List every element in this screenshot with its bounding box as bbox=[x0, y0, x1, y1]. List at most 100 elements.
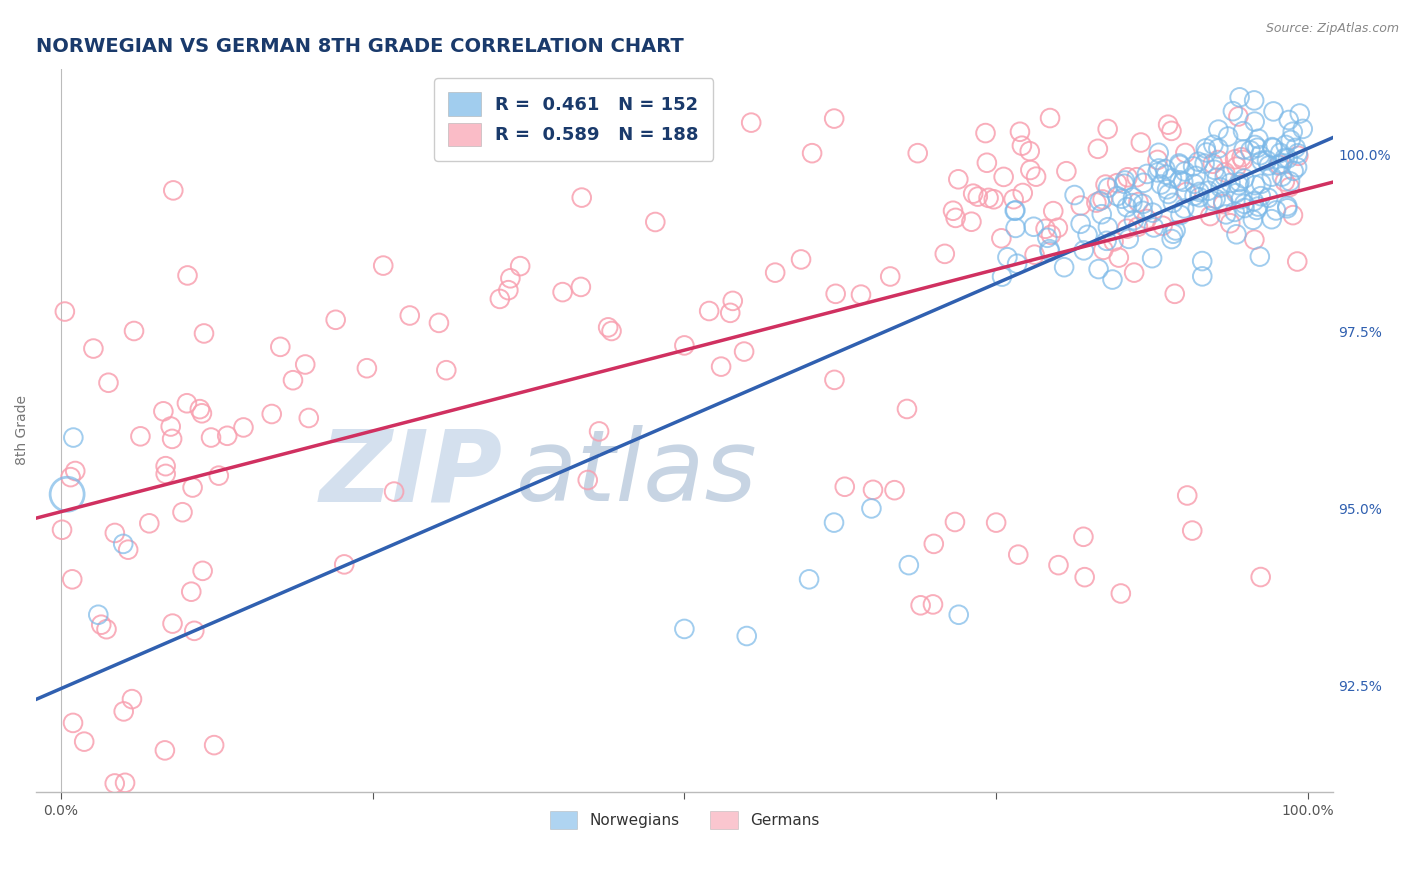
Point bbox=[499, 271, 522, 285]
Point bbox=[1091, 193, 1114, 207]
Point bbox=[1278, 113, 1301, 128]
Point bbox=[1208, 122, 1230, 136]
Point bbox=[1175, 185, 1198, 199]
Point bbox=[1201, 194, 1223, 208]
Point bbox=[155, 459, 177, 474]
Point bbox=[1249, 148, 1271, 162]
Text: atlas: atlas bbox=[516, 425, 758, 523]
Point bbox=[90, 617, 112, 632]
Point bbox=[1191, 254, 1213, 268]
Point bbox=[1230, 192, 1253, 206]
Point bbox=[1077, 227, 1099, 242]
Point bbox=[948, 607, 970, 622]
Point bbox=[1025, 169, 1047, 184]
Point bbox=[1121, 196, 1143, 211]
Point bbox=[1123, 213, 1146, 227]
Point bbox=[155, 467, 177, 481]
Point bbox=[790, 252, 813, 267]
Point bbox=[948, 172, 970, 186]
Point bbox=[51, 523, 73, 537]
Point bbox=[1063, 188, 1085, 202]
Point bbox=[298, 411, 321, 425]
Point bbox=[82, 342, 104, 356]
Point bbox=[966, 189, 988, 203]
Point bbox=[1202, 157, 1225, 171]
Point bbox=[73, 734, 96, 748]
Point bbox=[943, 515, 966, 529]
Point bbox=[269, 340, 291, 354]
Point bbox=[53, 304, 76, 318]
Point bbox=[1160, 232, 1182, 246]
Point bbox=[1146, 165, 1168, 179]
Point bbox=[1047, 558, 1070, 573]
Point bbox=[883, 483, 905, 498]
Point bbox=[509, 259, 531, 273]
Point bbox=[1011, 138, 1033, 153]
Point bbox=[1161, 171, 1184, 186]
Point bbox=[62, 715, 84, 730]
Text: Source: ZipAtlas.com: Source: ZipAtlas.com bbox=[1265, 22, 1399, 36]
Point bbox=[910, 599, 932, 613]
Point bbox=[1277, 202, 1299, 216]
Point bbox=[1102, 235, 1125, 249]
Point bbox=[1184, 189, 1206, 203]
Point bbox=[960, 215, 983, 229]
Point bbox=[1168, 156, 1191, 170]
Point bbox=[600, 324, 623, 338]
Point bbox=[1225, 186, 1247, 201]
Point bbox=[1187, 201, 1209, 215]
Point bbox=[1116, 170, 1139, 185]
Point bbox=[117, 542, 139, 557]
Point bbox=[1286, 160, 1309, 174]
Point bbox=[1152, 219, 1174, 233]
Point bbox=[1247, 132, 1270, 146]
Point bbox=[1118, 232, 1140, 246]
Point bbox=[96, 622, 118, 636]
Point bbox=[1271, 157, 1294, 171]
Point bbox=[1002, 192, 1025, 206]
Point bbox=[1142, 205, 1164, 219]
Point bbox=[193, 326, 215, 341]
Point bbox=[1260, 169, 1282, 184]
Point bbox=[576, 473, 599, 487]
Point bbox=[1161, 195, 1184, 210]
Point bbox=[1122, 190, 1144, 204]
Point bbox=[1191, 269, 1213, 284]
Point bbox=[1233, 201, 1256, 215]
Point bbox=[1199, 209, 1222, 223]
Point bbox=[1007, 548, 1029, 562]
Point bbox=[1073, 570, 1095, 584]
Point bbox=[1054, 164, 1077, 178]
Point bbox=[571, 191, 593, 205]
Point bbox=[1070, 217, 1092, 231]
Point bbox=[200, 431, 222, 445]
Point bbox=[1160, 124, 1182, 138]
Point bbox=[1232, 124, 1254, 138]
Point bbox=[434, 363, 457, 377]
Point bbox=[1168, 158, 1191, 172]
Point bbox=[1233, 143, 1256, 157]
Point bbox=[907, 146, 929, 161]
Point bbox=[990, 231, 1012, 245]
Point bbox=[1292, 122, 1315, 136]
Point bbox=[1278, 180, 1301, 194]
Point bbox=[1250, 570, 1272, 584]
Point bbox=[1161, 227, 1184, 241]
Point bbox=[208, 468, 231, 483]
Point bbox=[1123, 266, 1146, 280]
Point bbox=[823, 516, 845, 530]
Point bbox=[945, 211, 967, 225]
Point bbox=[217, 429, 239, 443]
Point bbox=[1244, 138, 1267, 153]
Point bbox=[1146, 153, 1168, 167]
Point bbox=[232, 420, 254, 434]
Point bbox=[1174, 146, 1197, 161]
Point bbox=[922, 598, 945, 612]
Point bbox=[1219, 216, 1241, 230]
Point bbox=[1225, 227, 1247, 242]
Point bbox=[733, 344, 755, 359]
Point bbox=[87, 607, 110, 622]
Point bbox=[1024, 248, 1046, 262]
Point bbox=[1229, 175, 1251, 189]
Point bbox=[1108, 251, 1130, 265]
